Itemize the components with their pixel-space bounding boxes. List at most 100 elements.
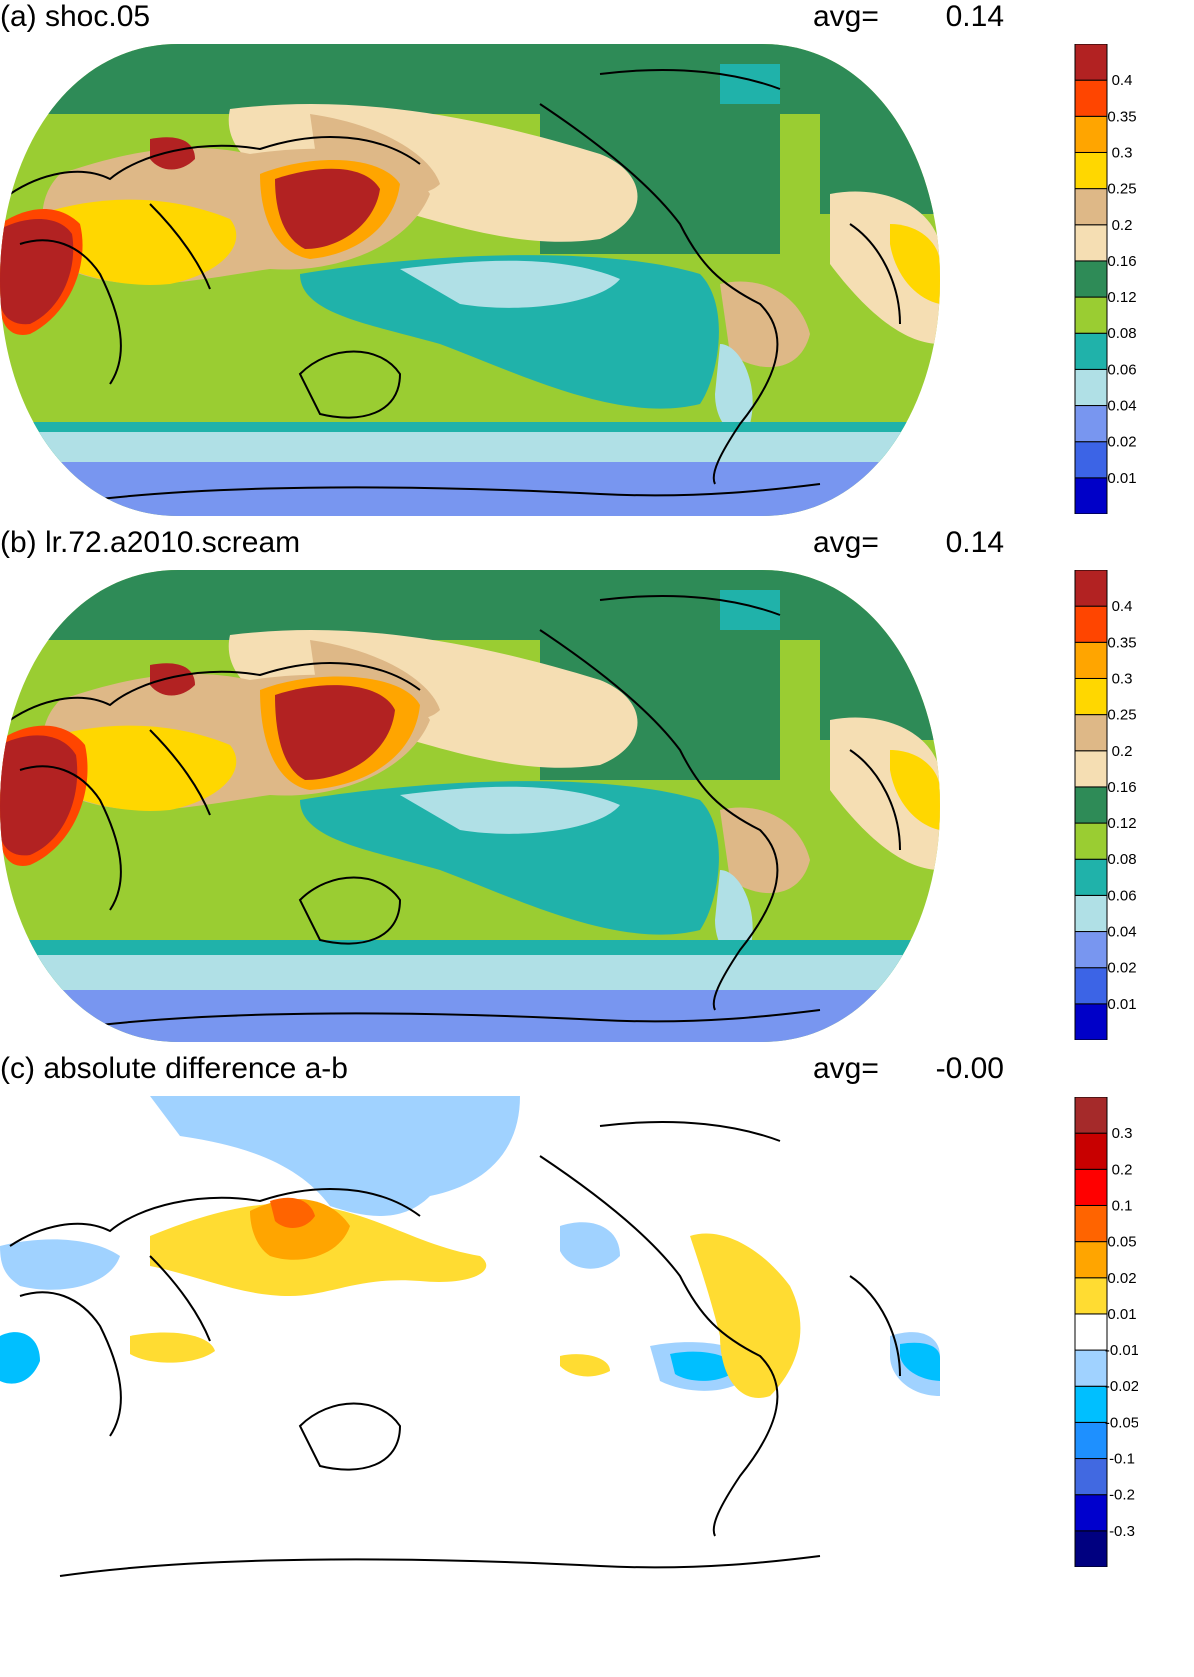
panel-c: (c) absolute difference a-b avg= -0.00 bbox=[0, 1052, 1194, 1616]
field-arctic-neg bbox=[150, 1096, 520, 1216]
map-a bbox=[0, 44, 940, 516]
field-warm-pool bbox=[400, 786, 620, 834]
colorbar-swatch bbox=[1074, 1204, 1108, 1243]
field-arctic bbox=[0, 44, 940, 114]
panel-title: (b) lr.72.a2010.scream bbox=[0, 526, 301, 559]
field-tibet bbox=[150, 137, 195, 170]
field-east-asia bbox=[275, 685, 395, 780]
colorbar-swatch bbox=[1074, 1349, 1108, 1387]
colorbar-swatch bbox=[1074, 822, 1108, 860]
avg-label: avg= bbox=[813, 1052, 879, 1085]
field-sahara bbox=[0, 735, 78, 856]
colorbar-swatch bbox=[1074, 1168, 1108, 1206]
colorbar-swatch bbox=[1074, 188, 1108, 226]
colorbar-swatch bbox=[1074, 1241, 1108, 1279]
field-sahara bbox=[0, 218, 74, 325]
field-patagonia bbox=[715, 870, 753, 959]
colorbar-tick-label: -0.05 bbox=[1105, 1414, 1138, 1431]
colorbar-swatch bbox=[1074, 296, 1108, 334]
map-c bbox=[0, 1096, 940, 1616]
colorbar-tick-label: 0.4 bbox=[1112, 598, 1133, 615]
colorbar-tick-label: 0.01 bbox=[1107, 470, 1136, 487]
colorbar-swatch bbox=[1074, 1494, 1108, 1532]
field-sahara-neg bbox=[0, 1239, 120, 1290]
colorbar-swatch bbox=[1074, 115, 1108, 153]
colorbar-tick-label: 0.12 bbox=[1107, 815, 1136, 832]
colorbar-tick-label: -0.2 bbox=[1109, 1487, 1135, 1504]
colorbar-swatch bbox=[1074, 260, 1108, 298]
colorbar-swatch bbox=[1074, 750, 1108, 788]
colorbar-tick-label: 0.08 bbox=[1107, 325, 1136, 342]
colorbar-swatch bbox=[1074, 570, 1108, 607]
field-arabia-india bbox=[40, 199, 237, 285]
field-greenland bbox=[720, 590, 780, 630]
field-west-africa-neg bbox=[0, 1332, 40, 1384]
field-antarctic bbox=[0, 990, 940, 1042]
colorbar-tick-label: 0.25 bbox=[1107, 181, 1136, 198]
field-east-atlantic-core bbox=[890, 224, 940, 304]
field-patagonia bbox=[715, 344, 753, 433]
field-greenland bbox=[720, 64, 780, 104]
field-east-atlantic-core bbox=[890, 750, 940, 830]
field-east-asia bbox=[275, 168, 380, 249]
colorbar-swatch bbox=[1074, 405, 1108, 443]
coastlines bbox=[9, 68, 901, 505]
colorbar-tick-label: 0.35 bbox=[1107, 634, 1136, 651]
colorbar-swatch bbox=[1074, 1385, 1108, 1423]
colorbar-a: 0.01 0.02 0.04 0.06 0.08 0.12 0.16 0.2 0.25 0.3 0.… bbox=[1074, 44, 1137, 514]
colorbar-tick-label: 0.05 bbox=[1107, 1234, 1136, 1251]
colorbar-tick-label: 0.2 bbox=[1112, 217, 1133, 234]
colorbar-swatch bbox=[1074, 368, 1108, 407]
colorbar-swatch bbox=[1074, 931, 1108, 969]
colorbar-swatch bbox=[1074, 894, 1108, 933]
colorbar-tick-label: 0.02 bbox=[1107, 434, 1136, 451]
colorbar-tick-label: -0.02 bbox=[1105, 1378, 1138, 1395]
field-south-america bbox=[720, 807, 810, 894]
colorbar-tick-label: 0.02 bbox=[1107, 960, 1136, 977]
colorbar-tick-label: 0.16 bbox=[1107, 779, 1136, 796]
colorbar-swatch bbox=[1074, 1097, 1108, 1134]
colorbar-tick-label: 0.16 bbox=[1107, 253, 1136, 270]
colorbar-swatch bbox=[1074, 1530, 1108, 1567]
field-southern-light bbox=[0, 955, 940, 990]
colorbar-tick-label: 0.01 bbox=[1107, 1306, 1136, 1323]
panel-title: (c) absolute difference a-b bbox=[0, 1052, 348, 1085]
colorbar-tick-label: 0.2 bbox=[1112, 743, 1133, 760]
field-arctic bbox=[0, 570, 940, 640]
colorbar-tick-label: 0.35 bbox=[1107, 108, 1136, 125]
colorbar-swatch bbox=[1074, 858, 1108, 896]
colorbar-swatch bbox=[1074, 44, 1108, 81]
field-south-america-pos bbox=[690, 1233, 801, 1398]
avg-label: avg= bbox=[813, 526, 879, 559]
colorbar-swatch bbox=[1074, 605, 1108, 643]
colorbar-tick-label: 0.02 bbox=[1107, 1270, 1136, 1287]
coastlines bbox=[9, 1120, 901, 1577]
panel-a: (a) shoc.05 avg= 0.14 bbox=[0, 0, 1194, 559]
colorbar-tick-label: 0.25 bbox=[1107, 707, 1136, 724]
colorbar-tick-label: 0.3 bbox=[1112, 144, 1133, 161]
field-south-pacific-core bbox=[670, 1351, 738, 1381]
map-b bbox=[0, 570, 940, 1042]
colorbar-tick-label: -0.01 bbox=[1105, 1342, 1138, 1359]
colorbar-tick-label: 0.06 bbox=[1107, 887, 1136, 904]
colorbar-swatch bbox=[1074, 641, 1108, 679]
colorbar-swatch bbox=[1074, 441, 1108, 479]
colorbar-swatch bbox=[1074, 79, 1108, 117]
colorbar-tick-label: 0.1 bbox=[1112, 1197, 1133, 1214]
colorbar-c: -0.3 -0.2 -0.1 -0.05 -0.02 -0.01 0.01 0.02 0.05 0… bbox=[1074, 1097, 1138, 1567]
colorbar-swatch bbox=[1074, 477, 1108, 514]
colorbar-tick-label: 0.3 bbox=[1112, 1125, 1133, 1142]
colorbar-swatch bbox=[1074, 677, 1108, 716]
field-southern-light bbox=[0, 432, 940, 462]
colorbar-tick-label: 0.08 bbox=[1107, 851, 1136, 868]
colorbar-swatch bbox=[1074, 1132, 1108, 1170]
field-east-asia-core bbox=[270, 1197, 315, 1228]
colorbar-swatch bbox=[1074, 1313, 1108, 1351]
colorbar-tick-label: -0.1 bbox=[1109, 1451, 1135, 1468]
colorbar-tick-label: 0.01 bbox=[1107, 996, 1136, 1013]
colorbar-tick-label: -0.3 bbox=[1109, 1523, 1135, 1540]
colorbar-tick-label: 0.3 bbox=[1112, 670, 1133, 687]
colorbar-swatch bbox=[1074, 224, 1108, 262]
colorbar-swatch bbox=[1074, 786, 1108, 824]
colorbar-tick-label: 0.12 bbox=[1107, 289, 1136, 306]
